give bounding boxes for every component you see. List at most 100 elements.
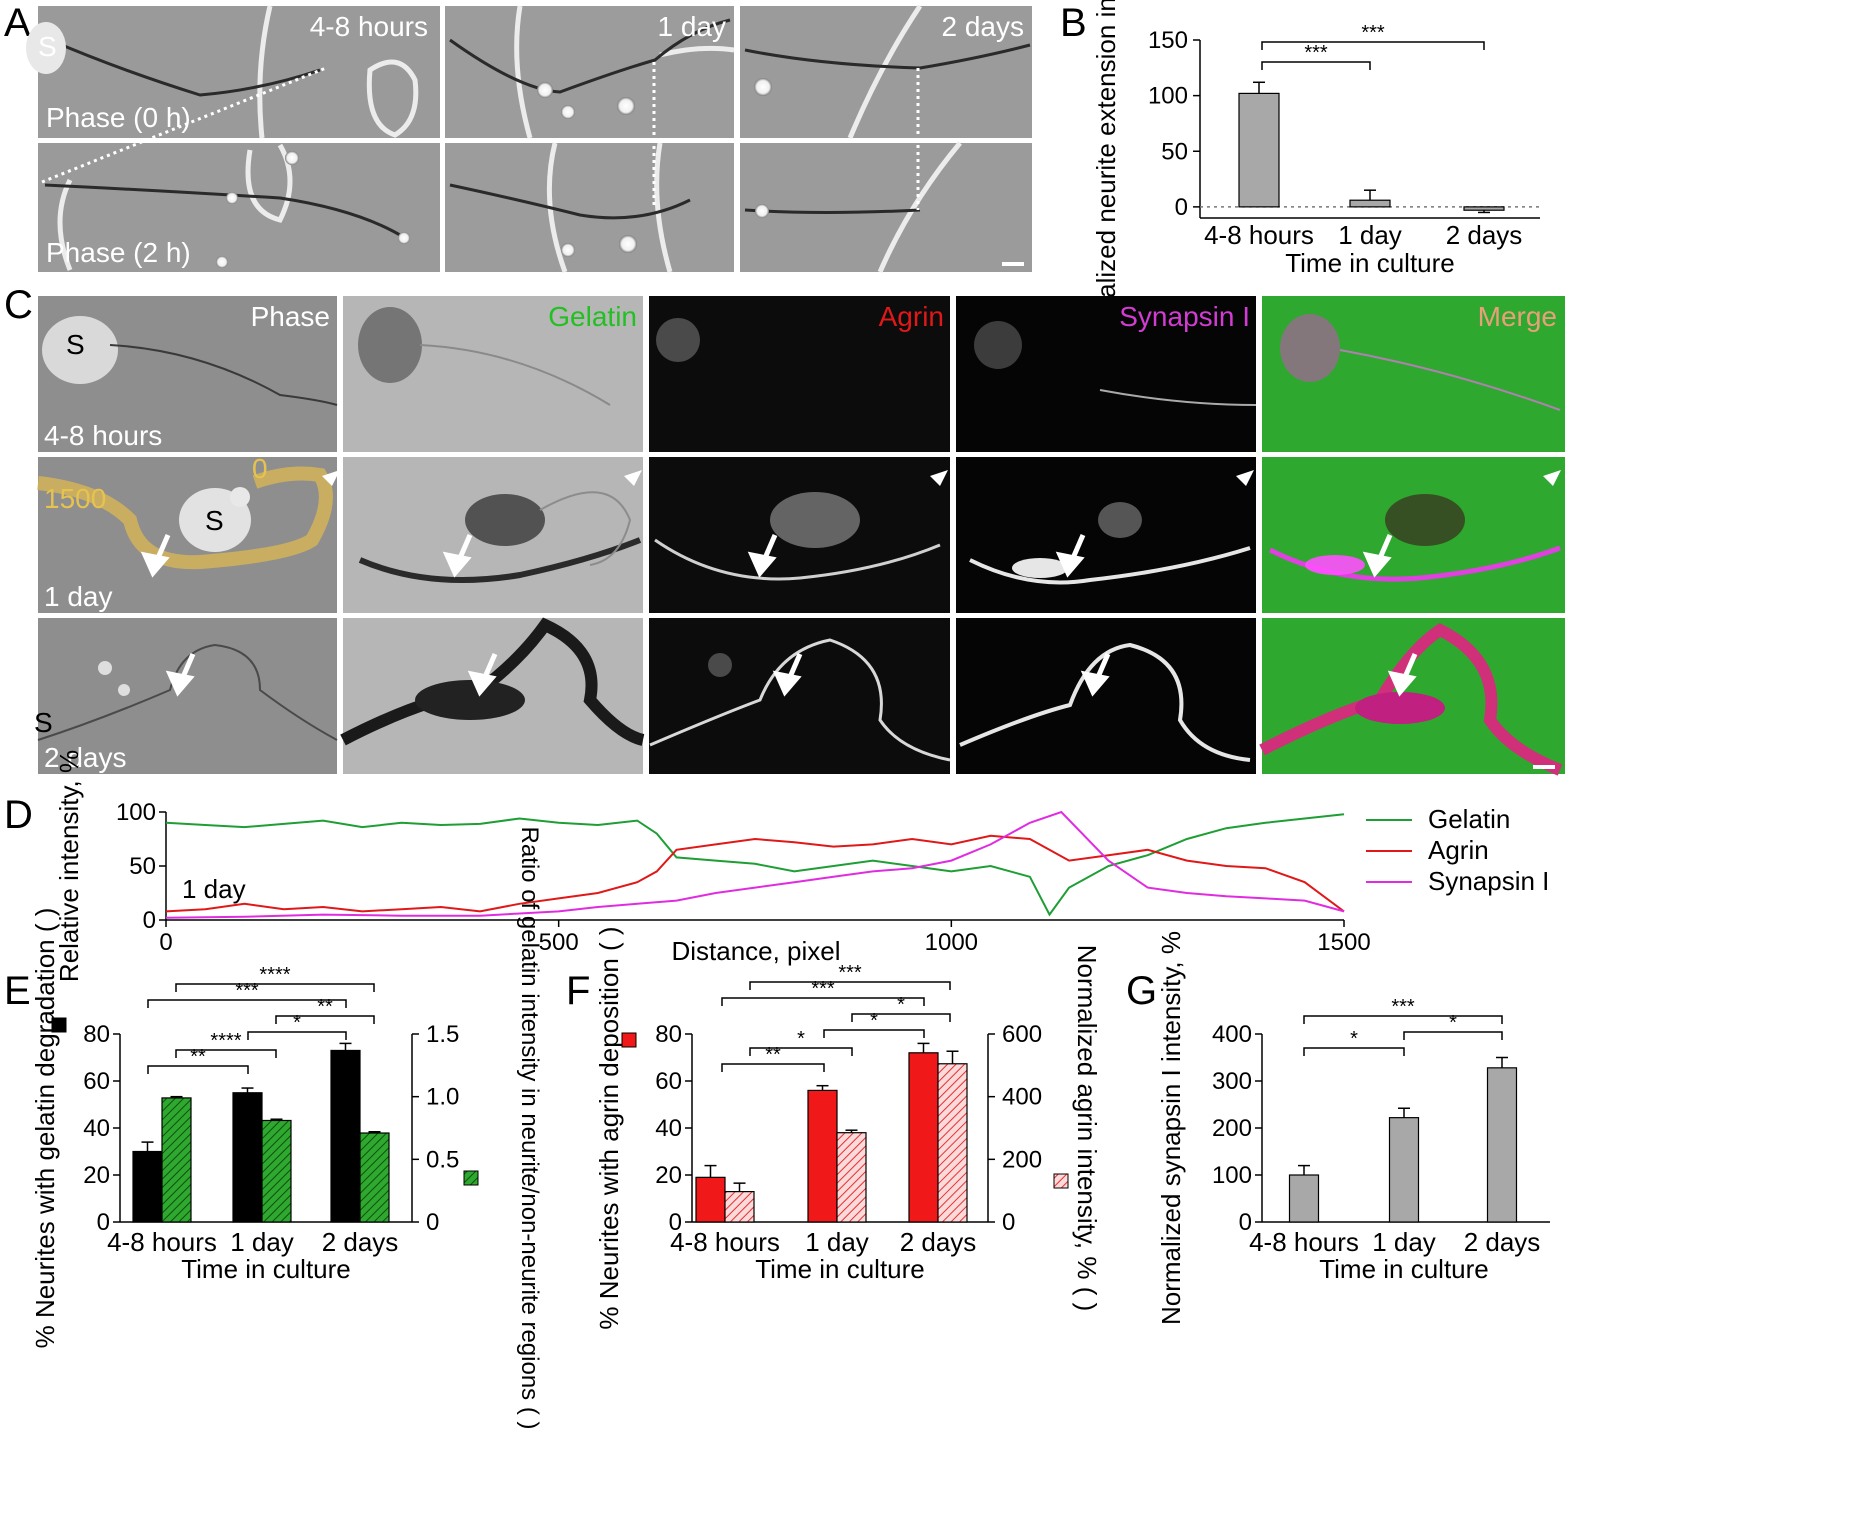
legend-swatch-right	[1053, 1173, 1069, 1189]
x-tick-label: 4-8 hours	[107, 1227, 217, 1257]
panel-c-soma-label-row1: S	[66, 329, 85, 360]
legend-swatch-right	[463, 1170, 479, 1186]
significance-label: **	[317, 996, 333, 1018]
significance-label: ***	[811, 978, 835, 1000]
panel-a-label-4-8-hours: 4-8 hours	[310, 11, 428, 42]
x-tick-label: 2 days	[322, 1227, 399, 1257]
y-tick-label: 0	[669, 1209, 682, 1236]
panel-c-col-merge: Merge	[1478, 301, 1557, 332]
panel-a-soma-label: S	[38, 31, 57, 62]
x-tick-label: 2 days	[1446, 220, 1523, 250]
bar-right-axis	[836, 1132, 867, 1223]
x-tick-label: 1 day	[1372, 1227, 1436, 1257]
y-axis-label: Relative intensity, %	[54, 750, 84, 982]
bar-left-axis	[807, 1089, 838, 1223]
y-tick-label-right: 1.5	[426, 1021, 459, 1048]
y-tick-label: 150	[1148, 27, 1188, 54]
panel-a-label-1-day: 1 day	[658, 11, 727, 42]
panel-c-micrographs	[37, 296, 1565, 776]
x-tick-label: 500	[539, 929, 579, 956]
significance-bracket	[147, 999, 347, 1008]
bar	[1388, 1117, 1420, 1223]
significance-label: **	[765, 1044, 781, 1066]
legend-label: Synapsin I	[1428, 866, 1549, 896]
panel-label-f: F	[566, 969, 590, 1013]
x-tick-label: 1500	[1317, 929, 1370, 956]
panel-c-soma-label-row2: S	[205, 505, 224, 536]
y-tick-label-right: 400	[1002, 1084, 1042, 1111]
significance-label: ***	[1391, 996, 1415, 1018]
significance-label: ***	[1361, 22, 1385, 44]
y-tick-label-right: 200	[1002, 1146, 1042, 1173]
y-tick-label: 60	[83, 1068, 110, 1095]
panel-c-row-label-4-8-hours: 4-8 hours	[44, 420, 162, 451]
bar-right-axis	[261, 1119, 292, 1223]
panel-c-trace-start: 1500	[44, 483, 106, 514]
x-axis-label: Time in culture	[755, 1254, 925, 1284]
y-tick-label: 0	[143, 907, 156, 934]
significance-bracket	[147, 1065, 249, 1074]
bar	[1349, 199, 1391, 208]
panel-c-col-phase: Phase	[251, 301, 330, 332]
significance-label: ***	[1304, 42, 1328, 64]
significance-bracket	[749, 1047, 853, 1056]
significance-label: ****	[210, 1030, 241, 1052]
bar-right-axis	[937, 1063, 968, 1223]
panel-c-soma-label-row3: S	[34, 707, 53, 738]
legend-swatch-left	[51, 1017, 67, 1033]
chart-annotation: 1 day	[182, 874, 246, 904]
y-tick-label: 0	[1175, 194, 1188, 221]
y-tick-label: 200	[1212, 1115, 1252, 1142]
y-tick-label: 100	[1148, 83, 1188, 110]
y-tick-label: 80	[655, 1021, 682, 1048]
significance-label: ****	[259, 964, 290, 986]
significance-bracket	[1261, 41, 1485, 50]
panel-label-g: G	[1126, 969, 1157, 1013]
panel-c-col-synapsin: Synapsin I	[1119, 301, 1250, 332]
significance-bracket	[275, 1015, 375, 1024]
x-tick-label: 4-8 hours	[1204, 220, 1314, 250]
bar	[1486, 1067, 1518, 1223]
panel-a-micrographs	[26, 4, 1032, 273]
legend-label: Agrin	[1428, 835, 1489, 865]
significance-bracket	[749, 981, 951, 990]
significance-bracket	[1303, 1015, 1503, 1024]
x-tick-label: 1000	[925, 929, 978, 956]
bar	[1288, 1174, 1320, 1223]
y-axis-label-right: Normalized agrin intensity, % ( )	[1072, 945, 1102, 1312]
significance-label: *	[870, 1010, 878, 1032]
y-axis-label: % Neurites with agrin deposition ( )	[594, 926, 624, 1329]
panel-a-labels: 4-8 hours 1 day 2 days S Phase (0 h) Pha…	[38, 11, 1024, 268]
significance-bracket	[1403, 1031, 1503, 1040]
y-tick-label-right: 1.0	[426, 1084, 459, 1111]
y-tick-label-right: 600	[1002, 1021, 1042, 1048]
significance-label: *	[293, 1012, 301, 1034]
y-tick-label: 100	[116, 799, 156, 826]
significance-label: ***	[838, 962, 862, 984]
panel-label-a: A	[4, 1, 31, 45]
panel-label-b: B	[1060, 1, 1087, 45]
significance-bracket	[721, 997, 925, 1006]
x-tick-label: 2 days	[1464, 1227, 1541, 1257]
x-axis-label: Time in culture	[1285, 248, 1455, 278]
panel-c-row-label-1-day: 1 day	[44, 581, 113, 612]
panel-a-row-label-2h: Phase (2 h)	[46, 237, 191, 268]
significance-label: ***	[235, 980, 259, 1002]
legend-swatch-left	[621, 1032, 637, 1048]
significance-bracket	[1303, 1047, 1405, 1056]
x-axis-label: Time in culture	[1319, 1254, 1489, 1284]
bar	[1238, 92, 1280, 208]
y-axis-label: Normalized synapsin I intensity, %	[1156, 931, 1186, 1325]
bar-left-axis	[232, 1092, 263, 1223]
y-axis-label: % Neurites with gelatin degradation ( )	[30, 908, 60, 1349]
panel-label-c: C	[4, 283, 33, 327]
y-tick-label-right: 0	[426, 1209, 439, 1236]
x-tick-label: 1 day	[1338, 220, 1402, 250]
y-tick-label: 50	[1161, 138, 1188, 165]
significance-label: *	[797, 1028, 805, 1050]
y-tick-label: 100	[1212, 1162, 1252, 1189]
x-tick-label: 1 day	[805, 1227, 869, 1257]
x-axis-label: Distance, pixel	[671, 936, 840, 966]
